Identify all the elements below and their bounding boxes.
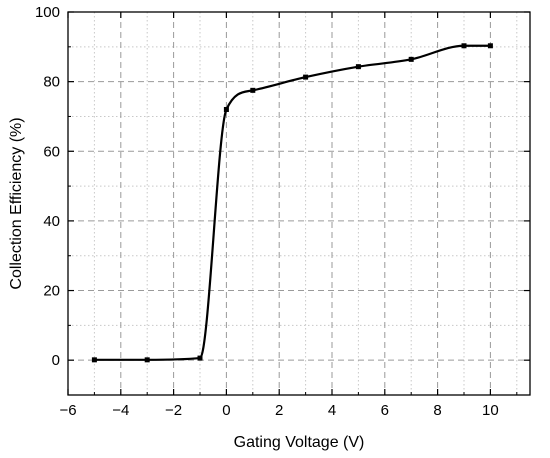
x-tick-label: −4 [112,402,129,419]
data-point-marker [223,106,229,112]
data-point-marker [487,43,493,49]
x-tick-label: 10 [482,402,499,419]
y-axis-title: Collection Efficiency (%) [8,117,25,289]
x-tick-label: 0 [222,402,230,419]
data-point-marker [355,64,361,70]
data-point-marker [250,87,256,93]
series [91,43,493,363]
x-tick-label: 2 [275,402,283,419]
data-point-marker [408,56,414,62]
y-tick-label: 60 [43,143,60,160]
x-axis-title: Gating Voltage (V) [234,434,365,451]
data-point-marker [197,355,203,361]
y-tick-label: 80 [43,74,60,91]
series-line [94,44,491,361]
y-tick-label: 100 [35,4,60,21]
x-tick-label: −2 [165,402,182,419]
y-tick-label: 0 [52,352,60,369]
x-tick-label: 8 [433,402,441,419]
y-tick-label: 20 [43,283,60,300]
data-point-marker [461,43,467,49]
x-tick-label: 4 [328,402,336,419]
y-tick-label: 40 [43,213,60,230]
data-point-marker [303,74,309,80]
plot-frame [67,11,531,396]
data-point-marker [144,357,150,363]
x-tick-label: 6 [381,402,389,419]
data-point-marker [91,357,97,363]
x-tick-label: −6 [59,402,76,419]
grid [68,12,530,396]
